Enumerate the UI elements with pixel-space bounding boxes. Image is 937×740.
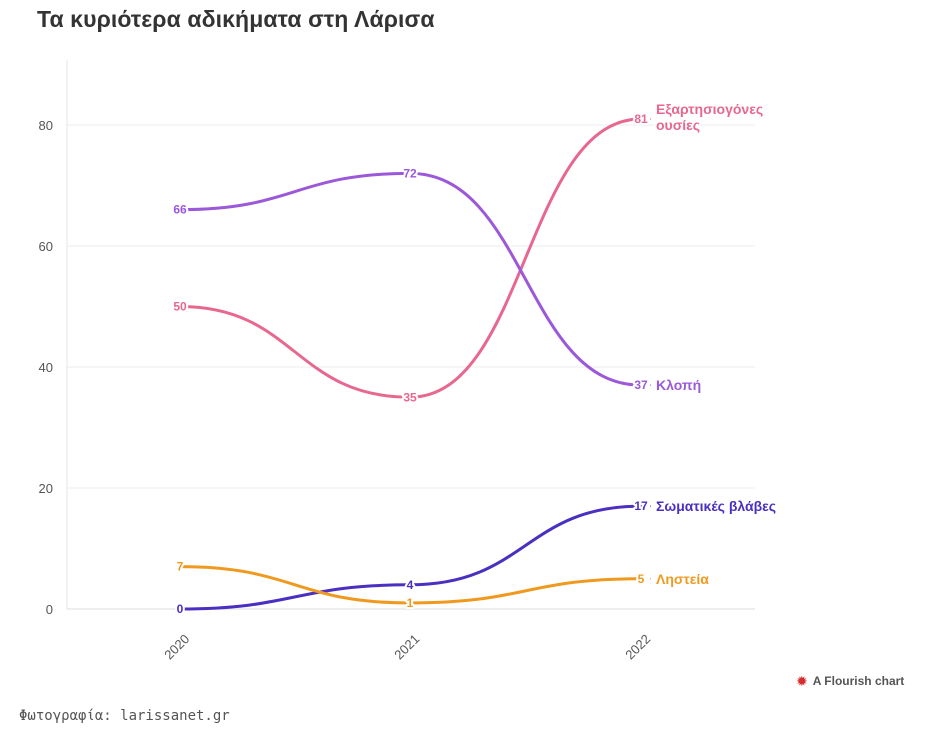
data-label: 81 (634, 112, 648, 126)
data-label-halo: 72 (403, 166, 417, 180)
series-name-label-halo: Ληστεία (656, 571, 709, 587)
series-name-label-halo: Εξαρτησιογόνες (656, 101, 763, 117)
series-line (178, 504, 643, 611)
data-label: 50 (173, 300, 187, 314)
data-label-halo: 66 (173, 203, 187, 217)
data-label: 72 (403, 166, 417, 180)
y-tick-label: 20 (39, 481, 53, 496)
flourish-credit[interactable]: ✹ A Flourish chart (796, 674, 904, 688)
data-label: 0 (177, 602, 184, 616)
data-label-halo: 0 (177, 602, 184, 616)
y-tick-label: 60 (39, 239, 53, 254)
series-name-label-halo: Κλοπή (656, 377, 701, 393)
data-label: 7 (177, 560, 184, 574)
chart-title: Τα κυριότερα αδικήματα στη Λάρισα (37, 6, 435, 32)
gridlines (66, 60, 755, 610)
series-line (178, 565, 643, 605)
data-label: 5 (638, 572, 645, 586)
data-label-halo: 17 (634, 499, 648, 513)
data-label: 4 (407, 578, 414, 592)
photo-credit: Φωτογραφία: larissanet.gr (19, 708, 230, 724)
data-label-halo: 50 (173, 300, 187, 314)
data-label: 35 (403, 390, 417, 404)
series-name-label-halo: Σωματικές βλάβες (656, 498, 776, 514)
y-tick-label: 0 (46, 602, 53, 617)
data-label-halo: 5 (638, 572, 645, 586)
series-line (178, 171, 643, 387)
data-label-halo: 81 (634, 112, 648, 126)
data-label: 1 (407, 596, 414, 610)
series-line (178, 117, 643, 399)
data-label: 37 (634, 378, 648, 392)
flourish-credit-text: A Flourish chart (812, 674, 905, 688)
data-label-halo: 37 (634, 378, 648, 392)
data-label-halo: 4 (407, 578, 414, 592)
x-tick-label: 2021 (391, 631, 422, 662)
series-lines (178, 117, 643, 611)
x-tick-label: 2020 (161, 631, 192, 662)
series-name-label: Σωματικές βλάβες (656, 498, 776, 514)
flourish-logo-icon: ✹ (796, 673, 808, 689)
series-name-label-halo: ουσίες (656, 117, 700, 133)
series-name-label: ουσίες (656, 117, 700, 133)
series-end-labels: ΕξαρτησιογόνεςΕξαρτησιογόνεςουσίεςουσίες… (650, 99, 778, 589)
data-label: 17 (634, 499, 648, 513)
data-label-halo: 35 (403, 390, 417, 404)
data-label-halo: 7 (177, 560, 184, 574)
series-name-label: Εξαρτησιογόνες (656, 101, 763, 117)
series-name-label: Ληστεία (656, 571, 709, 587)
data-label-halo: 1 (407, 596, 414, 610)
x-tick-label: 2022 (622, 631, 653, 662)
y-tick-label: 40 (39, 360, 53, 375)
y-tick-label: 80 (39, 118, 53, 133)
series-name-label: Κλοπή (656, 377, 701, 393)
data-label: 66 (173, 203, 187, 217)
